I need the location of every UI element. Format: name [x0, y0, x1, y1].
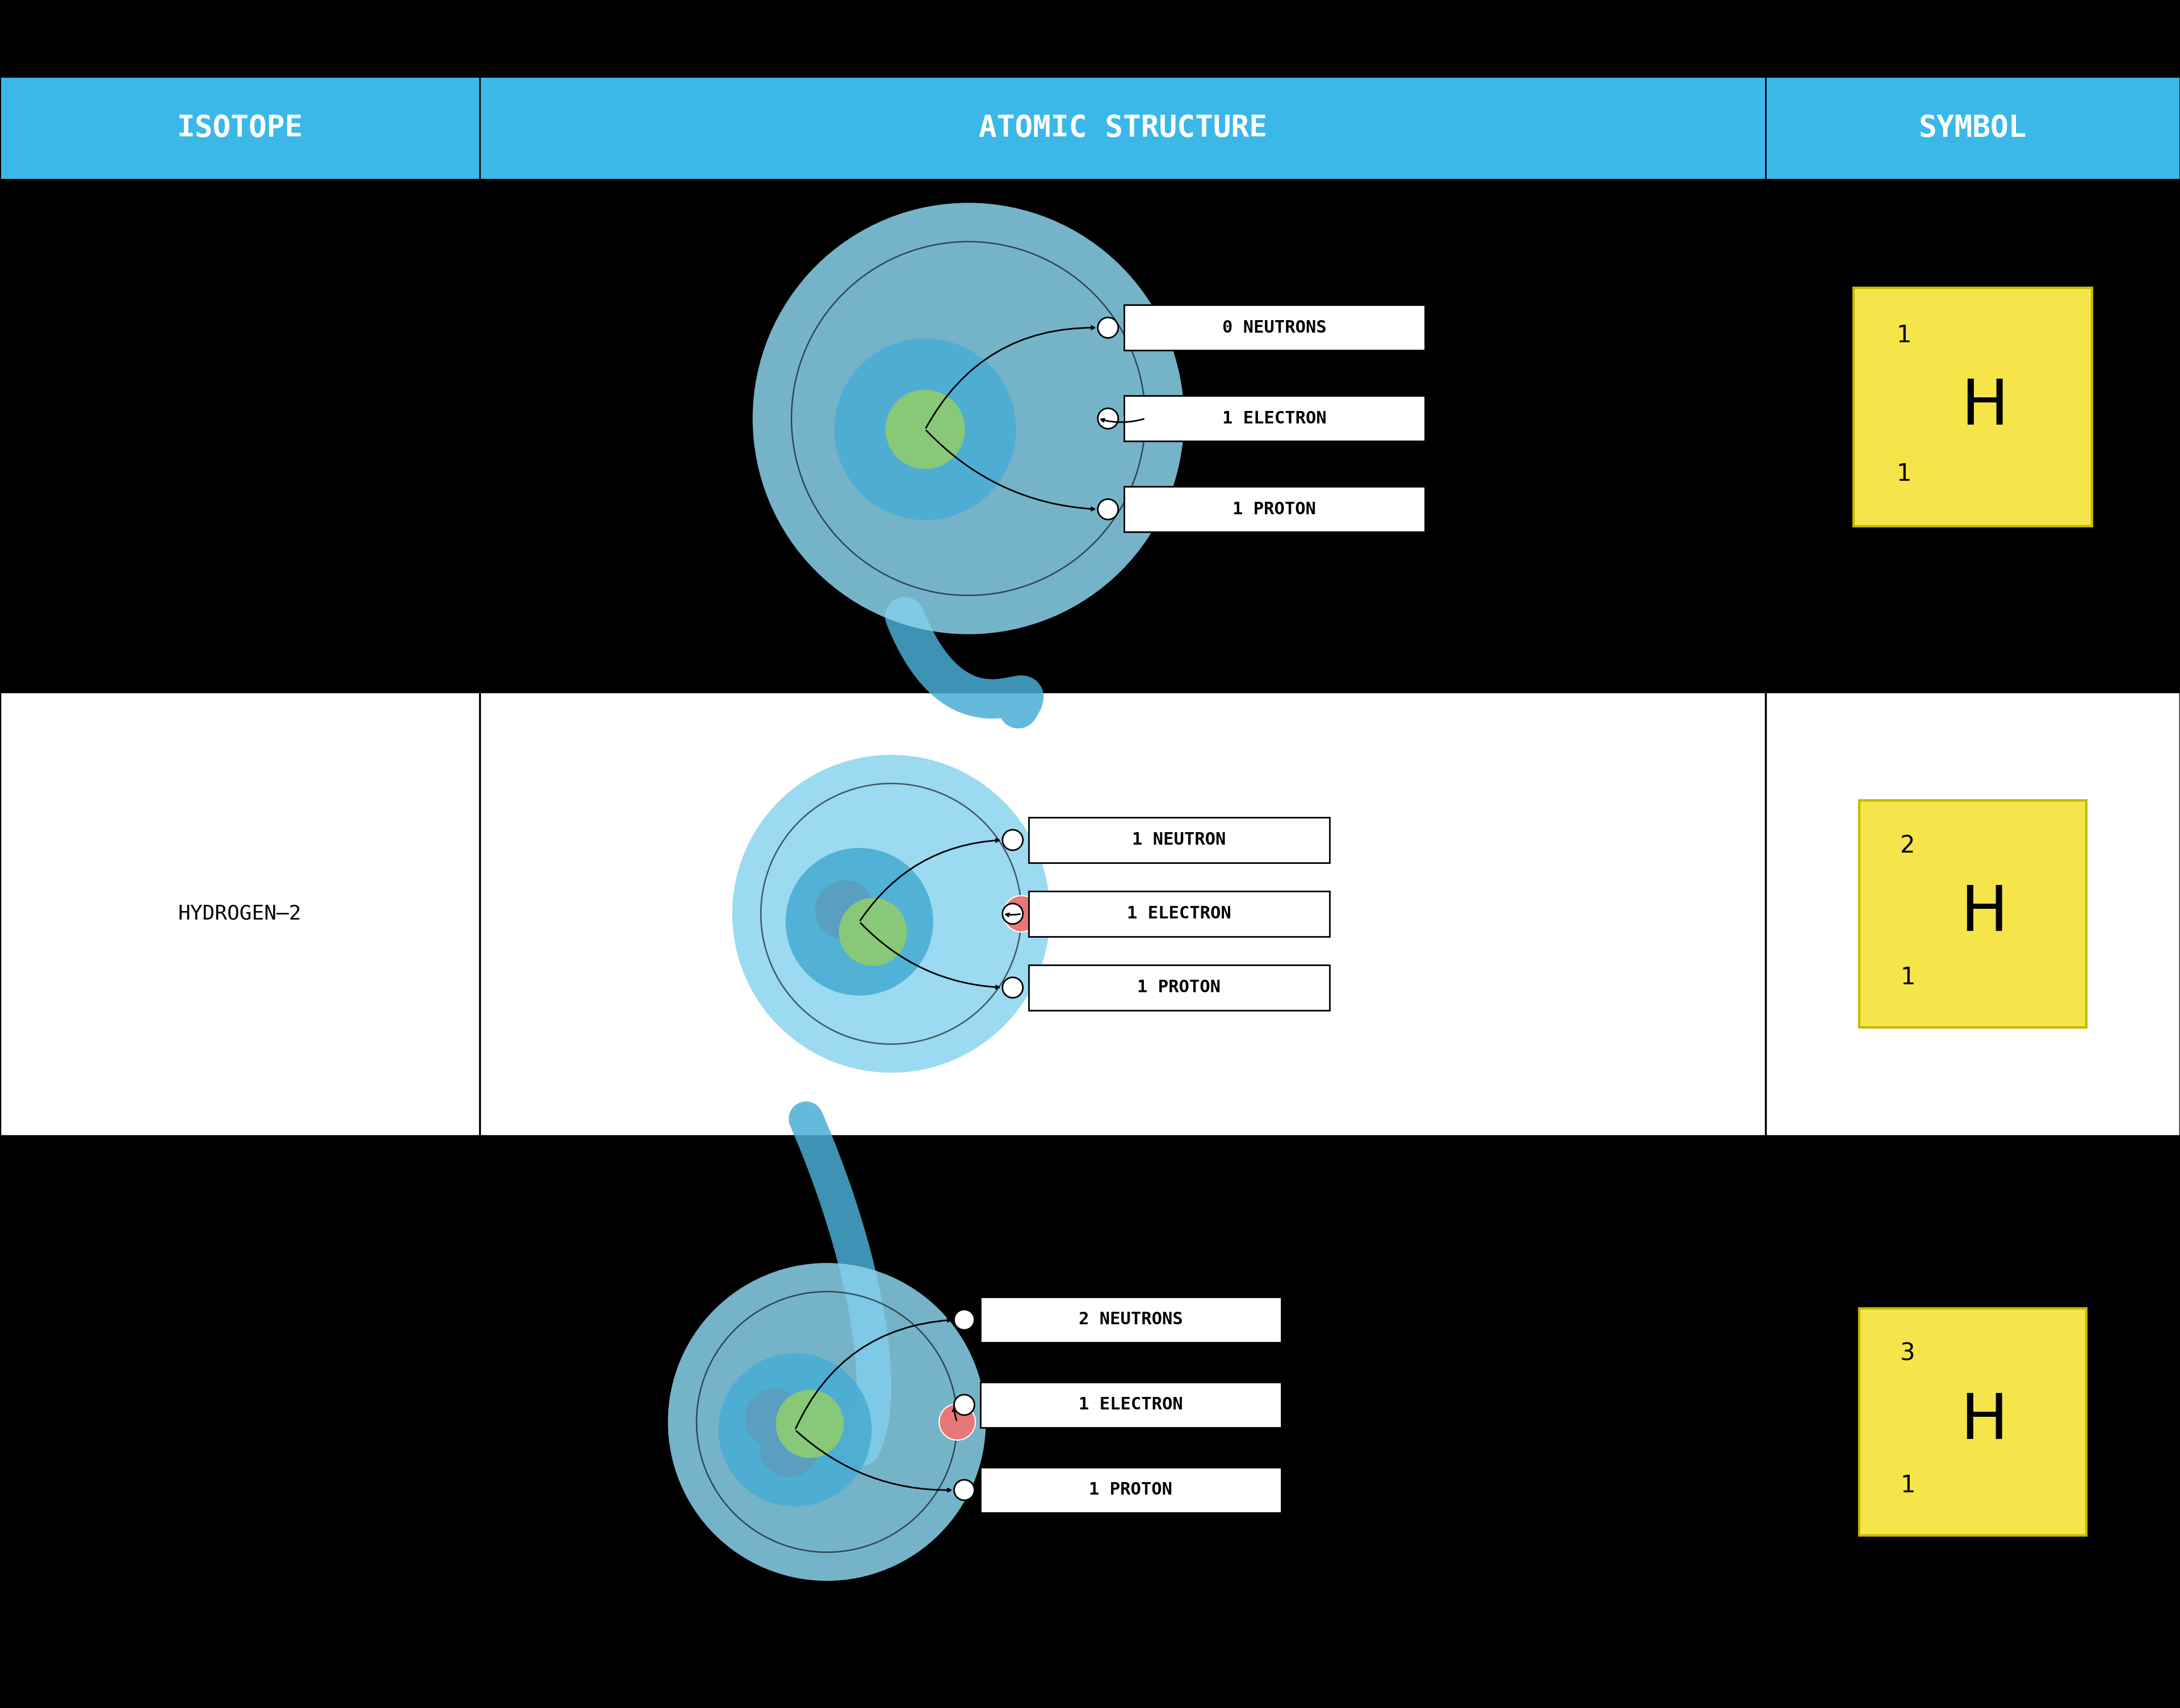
Text: 2: 2 — [1901, 834, 1916, 857]
Text: ATOMIC STRUCTURE: ATOMIC STRUCTURE — [979, 113, 1267, 143]
Circle shape — [752, 203, 1184, 634]
FancyBboxPatch shape — [1125, 487, 1426, 531]
Circle shape — [1003, 895, 1040, 933]
Text: 1 ELECTRON: 1 ELECTRON — [1127, 905, 1232, 922]
Text: 1: 1 — [1897, 325, 1912, 347]
Bar — [0, 692, 2180, 1136]
Text: 1: 1 — [1901, 965, 1916, 989]
FancyBboxPatch shape — [1125, 306, 1426, 350]
FancyBboxPatch shape — [1125, 396, 1426, 441]
Text: H: H — [1960, 1392, 2008, 1452]
Text: 3: 3 — [1901, 1342, 1916, 1366]
Text: 1 ELECTRON: 1 ELECTRON — [1079, 1397, 1184, 1413]
Circle shape — [785, 847, 933, 996]
Text: 2 NEUTRONS: 2 NEUTRONS — [1079, 1312, 1184, 1327]
Circle shape — [732, 755, 1051, 1073]
Circle shape — [940, 1404, 974, 1440]
Circle shape — [719, 1353, 872, 1506]
Bar — [1860, 801, 2086, 1027]
Bar — [1860, 1308, 2086, 1535]
Circle shape — [1003, 830, 1022, 851]
Text: 0 NEUTRONS: 0 NEUTRONS — [1223, 319, 1325, 336]
Bar — [0, 77, 2180, 179]
FancyBboxPatch shape — [981, 1467, 1282, 1513]
Circle shape — [759, 1418, 820, 1477]
Text: SYMBOL: SYMBOL — [1918, 113, 2027, 143]
Text: 1: 1 — [1897, 461, 1912, 485]
Bar — [1853, 289, 2093, 526]
Circle shape — [1003, 904, 1022, 924]
Text: 1 PROTON: 1 PROTON — [1088, 1483, 1173, 1498]
Circle shape — [835, 338, 1016, 521]
Text: 1: 1 — [1901, 1474, 1916, 1498]
FancyBboxPatch shape — [981, 1296, 1282, 1342]
Circle shape — [1003, 977, 1022, 997]
Text: 1 ELECTRON: 1 ELECTRON — [1223, 410, 1325, 427]
Circle shape — [1099, 499, 1118, 519]
Circle shape — [1123, 396, 1166, 441]
FancyBboxPatch shape — [981, 1382, 1282, 1428]
Circle shape — [746, 1389, 804, 1448]
Circle shape — [776, 1390, 844, 1459]
Circle shape — [955, 1310, 974, 1331]
Text: H: H — [1960, 883, 2008, 945]
Circle shape — [1099, 318, 1118, 338]
Circle shape — [955, 1479, 974, 1500]
Text: 1 PROTON: 1 PROTON — [1232, 500, 1317, 518]
Text: ISOTOPE: ISOTOPE — [177, 113, 303, 143]
Text: 1 NEUTRON: 1 NEUTRON — [1131, 832, 1225, 849]
Circle shape — [815, 880, 874, 939]
Circle shape — [885, 389, 966, 470]
Text: 1 PROTON: 1 PROTON — [1138, 979, 1221, 996]
Text: HYDROGEN—2: HYDROGEN—2 — [179, 904, 301, 924]
Circle shape — [839, 898, 907, 967]
FancyBboxPatch shape — [1029, 892, 1330, 936]
FancyBboxPatch shape — [1029, 965, 1330, 1009]
Circle shape — [1099, 408, 1118, 429]
FancyBboxPatch shape — [1029, 818, 1330, 863]
Circle shape — [667, 1262, 985, 1582]
Circle shape — [955, 1395, 974, 1416]
Text: H: H — [1962, 377, 2008, 437]
